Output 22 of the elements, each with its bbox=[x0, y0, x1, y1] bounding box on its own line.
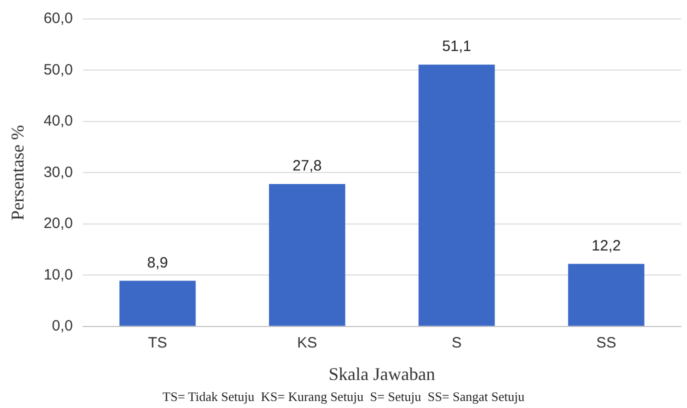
x-axis-title: Skala Jawaban bbox=[328, 364, 436, 384]
data-label: 27,8 bbox=[292, 158, 322, 175]
y-tick-label: 20,0 bbox=[44, 215, 73, 232]
x-tick-label: TS bbox=[148, 334, 168, 352]
x-tick-label: S bbox=[452, 334, 462, 352]
x-tick-label: SS bbox=[596, 334, 616, 352]
y-tick-label: 50,0 bbox=[44, 61, 73, 78]
bar bbox=[268, 184, 346, 326]
x-tick-label: KS bbox=[297, 334, 318, 352]
data-label: 12,2 bbox=[592, 238, 621, 255]
data-label: 8,9 bbox=[147, 254, 168, 272]
text: TS= Tidak Setuju KS= Kurang Setuju S= Setuju SS= Sangat Setuju bbox=[162, 388, 525, 404]
bar bbox=[568, 264, 644, 326]
y-tick-label: 0,0 bbox=[52, 318, 73, 335]
bar bbox=[119, 280, 196, 326]
y-tick-label: 60,0 bbox=[44, 10, 73, 28]
y-tick-label: 40,0 bbox=[44, 112, 73, 130]
y-tick-label: 30,0 bbox=[44, 164, 73, 181]
bar bbox=[418, 64, 495, 326]
y-axis-title: Persentase % bbox=[8, 124, 28, 220]
data-label: 51,1 bbox=[442, 38, 472, 56]
y-tick-label: 10,0 bbox=[44, 266, 73, 284]
